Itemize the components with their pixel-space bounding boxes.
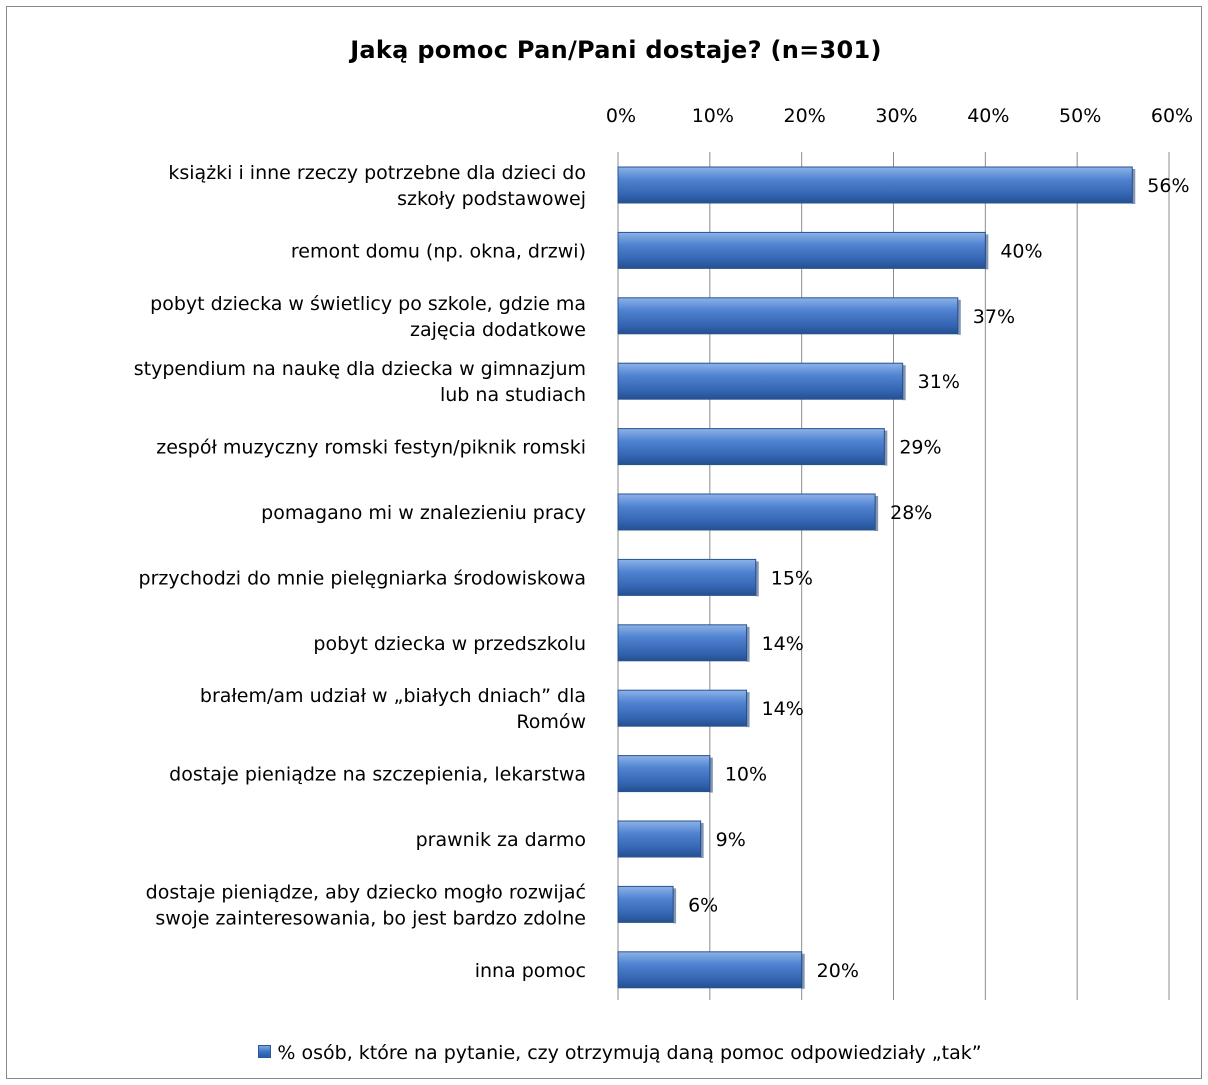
- category-label: Romów: [516, 711, 586, 733]
- bar: [617, 558, 757, 596]
- x-tick-label: 0%: [606, 105, 636, 127]
- category-label: prawnik za darmo: [416, 829, 586, 851]
- data-label: 37%: [973, 306, 1015, 328]
- bar-shadow: [746, 692, 750, 728]
- data-label: 28%: [890, 502, 932, 524]
- bar-shadow: [700, 823, 704, 858]
- bar-shadow: [884, 430, 888, 466]
- x-tick-label: 10%: [692, 105, 734, 127]
- category-label: stypendium na naukę dla dziecka w gimnaz…: [134, 358, 586, 380]
- data-label: 56%: [1147, 175, 1189, 197]
- bar: [617, 362, 904, 400]
- bar-shadow: [902, 365, 906, 401]
- chart-title: Jaką pomoc Pan/Pani dostaje? (n=301): [350, 36, 882, 64]
- category-label: remont domu (np. okna, drzwi): [291, 240, 586, 262]
- data-label: 29%: [899, 437, 941, 459]
- category-label: pomagano mi w znalezieniu pracy: [261, 502, 586, 524]
- data-label: 20%: [817, 960, 859, 982]
- bar-shadow: [957, 299, 961, 335]
- bar-shadow: [875, 496, 879, 531]
- category-label: lub na studiach: [440, 384, 586, 406]
- bar: [617, 755, 711, 793]
- bar-shadow: [709, 757, 713, 793]
- category-label: zespół muzyczny romski festyn/piknik rom…: [156, 437, 586, 459]
- x-tick-label: 50%: [1059, 105, 1101, 127]
- legend-label: % osób, które na pytanie, czy otrzymują …: [277, 1042, 982, 1064]
- data-label: 14%: [762, 633, 804, 655]
- bar: [617, 624, 748, 662]
- bar: [617, 951, 803, 989]
- bar-shadow: [673, 888, 677, 924]
- category-label: inna pomoc: [475, 960, 586, 982]
- category-label: szkoły podstawowej: [397, 188, 586, 210]
- category-label: swoje zainteresowania, bo jest bardzo zd…: [155, 907, 586, 929]
- x-tick-label: 40%: [967, 105, 1009, 127]
- bar-shadow: [985, 234, 989, 270]
- data-label: 9%: [716, 829, 746, 851]
- bar: [617, 885, 674, 923]
- legend-swatch: [258, 1045, 272, 1058]
- data-label: 15%: [771, 567, 813, 589]
- category-label: dostaje pieniądze, aby dziecko mogło roz…: [146, 881, 586, 903]
- category-label: książki i inne rzeczy potrzebne dla dzie…: [168, 162, 586, 184]
- bar-shadow: [755, 561, 759, 597]
- bar: [617, 166, 1133, 204]
- bar-shadow: [801, 953, 805, 989]
- bar: [617, 689, 748, 727]
- bar-shadow: [1132, 169, 1136, 204]
- legend: % osób, które na pytanie, czy otrzymują …: [0, 1042, 1208, 1064]
- category-label: brałem/am udział w „białych dniach” dla: [200, 685, 586, 707]
- data-label: 6%: [688, 894, 718, 916]
- x-tick-label: 30%: [875, 105, 917, 127]
- data-label: 31%: [918, 371, 960, 393]
- category-label: pobyt dziecka w przedszkolu: [313, 633, 586, 655]
- bar: [617, 231, 986, 269]
- bar: [617, 428, 885, 466]
- category-label: zajęcia dodatkowe: [410, 319, 586, 341]
- bar: [617, 820, 702, 858]
- data-label: 40%: [1000, 240, 1042, 262]
- x-tick-label: 20%: [784, 105, 826, 127]
- bar: [617, 493, 876, 531]
- bar-shadow: [746, 626, 750, 662]
- bar: [617, 297, 959, 335]
- category-label: pobyt dziecka w świetlicy po szkole, gdz…: [150, 293, 586, 315]
- data-label: 14%: [762, 698, 804, 720]
- data-label: 10%: [725, 764, 767, 786]
- category-label: przychodzi do mnie pielęgniarka środowis…: [139, 567, 586, 589]
- x-tick-label: 60%: [1151, 105, 1193, 127]
- category-label: dostaje pieniądze na szczepienia, lekars…: [169, 764, 586, 786]
